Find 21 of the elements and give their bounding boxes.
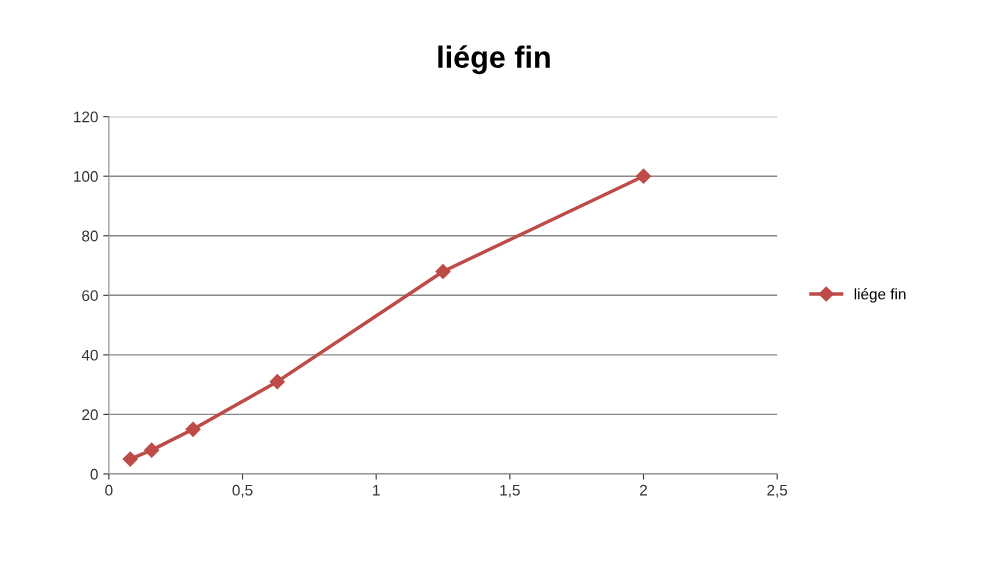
point xyxy=(144,442,160,458)
x-tick-label: 0 xyxy=(105,484,113,496)
legend-label: liége fin xyxy=(854,288,906,303)
x-tick-label: 2 xyxy=(640,484,647,496)
x-tick-label: 1,5 xyxy=(500,484,520,498)
y-tick-label: 120 xyxy=(74,111,98,123)
chart-title: liége fin xyxy=(438,45,550,75)
point xyxy=(435,263,451,280)
y-tick-label: 80 xyxy=(82,230,98,242)
y-tick-label: 40 xyxy=(81,349,98,361)
point xyxy=(122,451,138,467)
point xyxy=(269,374,285,390)
y-tick-label: 100 xyxy=(74,171,98,182)
x-tick-label: 2,5 xyxy=(767,484,788,498)
y-tick-label: 0 xyxy=(90,468,98,480)
y-tick-label: 60 xyxy=(82,290,98,301)
x-tick-label: 1 xyxy=(373,484,380,496)
point xyxy=(185,421,201,437)
point xyxy=(635,168,652,184)
x-tick-label: 0,5 xyxy=(232,484,253,498)
y-tick-label: 20 xyxy=(82,409,98,421)
